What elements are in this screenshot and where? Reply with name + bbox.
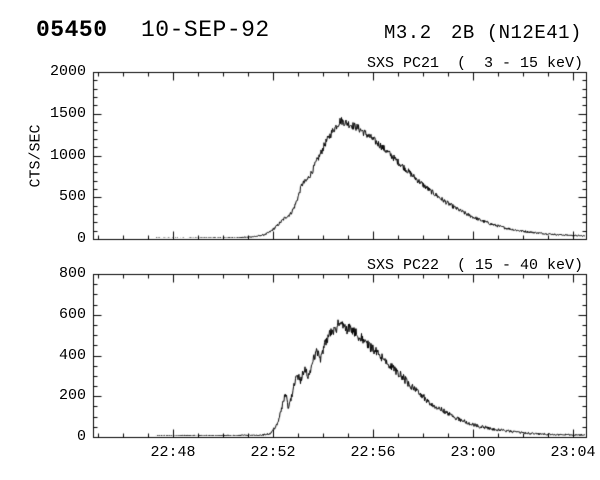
xray-class: M3.2 xyxy=(384,22,432,44)
ytick-label: 400 xyxy=(58,346,86,364)
optical-class-location: 2B (N12E41) xyxy=(451,22,582,44)
ytick-label: 500 xyxy=(58,188,86,206)
ytick-label: 800 xyxy=(58,265,86,282)
ytick-label: 200 xyxy=(58,387,86,405)
ytick-label: 0 xyxy=(76,230,86,247)
bottom-panel-title: SXS PC22 ( 15 - 40 keV) xyxy=(366,257,583,274)
xtick-label: 23:00 xyxy=(450,444,496,461)
ytick-label: 0 xyxy=(76,428,86,445)
ytick-label: 2000 xyxy=(49,63,86,80)
event-date: 10-SEP-92 xyxy=(141,17,270,43)
xtick-label: 22:48 xyxy=(150,444,196,461)
xtick-label: 22:56 xyxy=(350,444,396,461)
top-panel-title: SXS PC21 ( 3 - 15 keV) xyxy=(366,55,583,72)
xtick-label: 22:52 xyxy=(250,444,296,461)
xtick-label: 23:04 xyxy=(550,444,596,461)
event-number: 05450 xyxy=(36,17,108,43)
ytick-label: 600 xyxy=(58,305,86,323)
ytick-label: 1500 xyxy=(49,104,86,122)
ytick-label: 1000 xyxy=(49,146,86,164)
